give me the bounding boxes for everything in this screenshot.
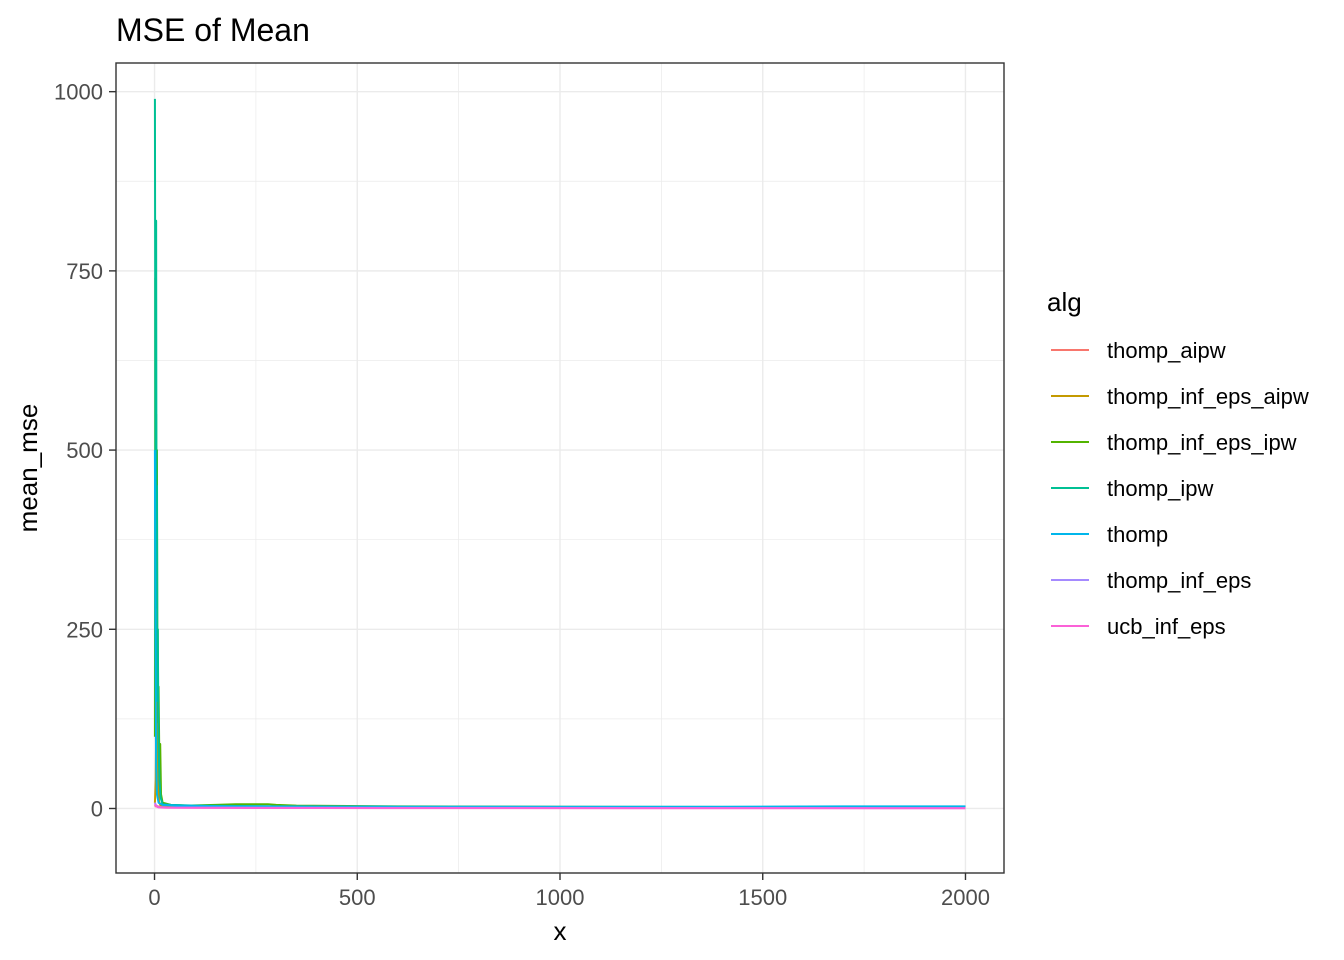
x-tick-label: 1000 (536, 885, 585, 910)
legend-items: thomp_aipw thomp_inf_eps_aipw thomp_inf_ep… (1051, 338, 1309, 639)
y-axis-title: mean_mse (13, 404, 43, 533)
series-line-ucb_inf_eps (154, 803, 966, 810)
legend-label-thomp_inf_eps: thomp_inf_eps (1107, 568, 1251, 593)
legend-label-thomp_ipw: thomp_ipw (1107, 476, 1214, 501)
y-tick-label: 500 (66, 438, 103, 463)
y-tick-label: 0 (91, 796, 103, 821)
plot-panel (115, 62, 1005, 874)
legend-title: alg (1047, 287, 1082, 317)
series-layer (153, 98, 966, 810)
y-tick-label: 250 (66, 617, 103, 642)
x-tick-label: 1500 (738, 885, 787, 910)
y-tick-label: 1000 (54, 80, 103, 105)
legend: alg thomp_aipw thomp_inf_eps_aipw thomp_in… (1047, 287, 1309, 639)
series-line-thomp (153, 450, 966, 808)
legend-label-thomp: thomp (1107, 522, 1168, 547)
y-axis: 0 250 500 750 1000 (54, 80, 116, 821)
y-tick-label: 750 (66, 259, 103, 284)
legend-label-thomp_inf_eps_aipw: thomp_inf_eps_aipw (1107, 384, 1309, 409)
x-tick-label: 0 (148, 885, 160, 910)
x-axis-title: x (554, 916, 567, 946)
gridlines (116, 63, 1004, 873)
x-tick-label: 2000 (941, 885, 990, 910)
legend-label-ucb_inf_eps: ucb_inf_eps (1107, 614, 1226, 639)
x-tick-label: 500 (339, 885, 376, 910)
chart-title: MSE of Mean (116, 12, 310, 48)
x-axis: 0 500 1000 1500 2000 (148, 873, 990, 910)
legend-label-thomp_aipw: thomp_aipw (1107, 338, 1226, 363)
legend-label-thomp_inf_eps_ipw: thomp_inf_eps_ipw (1107, 430, 1297, 455)
